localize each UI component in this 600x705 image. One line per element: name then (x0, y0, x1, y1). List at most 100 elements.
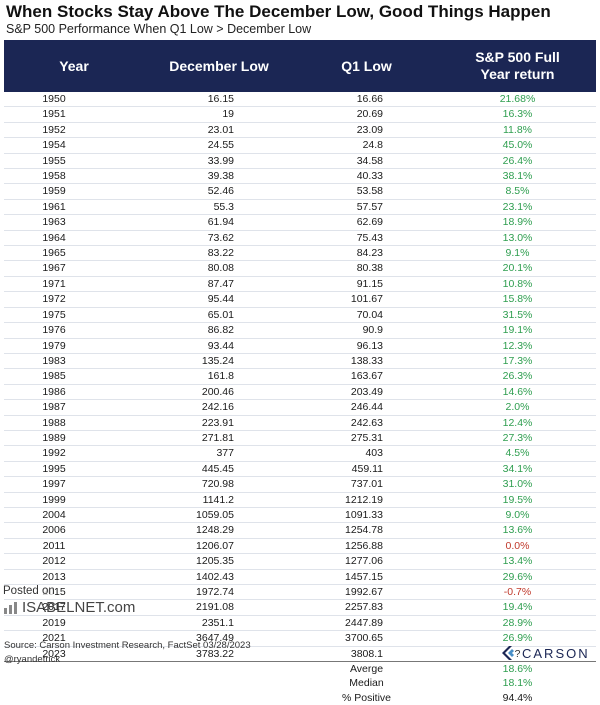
table-row: 1975 65.01 70.04 31.5% (4, 307, 596, 324)
year-cell: 2006 (4, 522, 144, 539)
table-row: 1986 200.46 203.49 14.6% (4, 384, 596, 401)
q1-low-cell: 737.01 (294, 476, 439, 493)
full-year-return-cell: 12.4% (439, 415, 596, 431)
q1-low-cell: 203.49 (294, 384, 439, 401)
summary-spacer (4, 676, 144, 690)
table-row: 1971 87.47 91.15 10.8% (4, 276, 596, 293)
year-cell: 1958 (4, 168, 144, 185)
year-cell: 2011 (4, 538, 144, 555)
full-year-return-cell: 27.3% (439, 430, 596, 447)
table-row: 2019 2351.1 2447.89 28.9% (4, 615, 596, 632)
december-low-cell: 1248.29 (144, 522, 294, 539)
year-cell: 2023 (4, 646, 144, 663)
full-year-return-cell: 26.3% (439, 368, 596, 385)
december-low-cell: 1205.35 (144, 553, 294, 570)
year-cell: 1983 (4, 353, 144, 370)
q1-low-cell: 23.09 (294, 122, 439, 139)
q1-low-cell: 403 (294, 445, 439, 462)
table-row: 2006 1248.29 1254.78 13.6% (4, 522, 596, 539)
q1-low-cell: 75.43 (294, 230, 439, 247)
full-year-return-cell: 10.8% (439, 276, 596, 293)
column-header-full-year-return: S&P 500 Full Year return (439, 40, 596, 92)
table-row: 2012 1205.35 1277.06 13.4% (4, 553, 596, 570)
q1-low-cell: 3808.1 (294, 646, 439, 663)
q1-low-cell: 1212.19 (294, 492, 439, 508)
december-low-cell: 223.91 (144, 415, 294, 431)
page-title: When Stocks Stay Above The December Low,… (6, 2, 551, 21)
q1-low-cell: 53.58 (294, 183, 439, 200)
december-low-cell: 80.08 (144, 260, 294, 277)
full-year-return-cell: 34.1% (439, 461, 596, 478)
table-row: 1950 16.15 16.66 21.68% (4, 92, 596, 108)
carson-logo: CARSON (500, 645, 590, 661)
year-cell: 1976 (4, 322, 144, 339)
year-cell: 1971 (4, 276, 144, 293)
full-year-return-cell: 18.9% (439, 214, 596, 231)
table-row: 1983 135.24 138.33 17.3% (4, 353, 596, 370)
full-year-return-cell: 45.0% (439, 137, 596, 154)
full-year-return-cell: 9.1% (439, 245, 596, 262)
full-year-return-cell: 26.9% (439, 630, 596, 647)
table-row: 2013 1402.43 1457.15 29.6% (4, 569, 596, 586)
december-low-cell: 2191.08 (144, 599, 294, 616)
year-cell: 1951 (4, 106, 144, 123)
table-row: 2021 3647.49 3700.65 26.9% (4, 630, 596, 647)
table-row: 2017 2191.08 2257.83 19.4% (4, 599, 596, 616)
year-cell: 1961 (4, 199, 144, 216)
december-low-cell: 39.38 (144, 168, 294, 185)
summary-label: % Positive (341, 691, 392, 704)
full-year-return-cell: 19.4% (439, 599, 596, 616)
summary-spacer (4, 691, 144, 705)
december-low-cell: 83.22 (144, 245, 294, 262)
full-year-return-cell: 23.1% (439, 199, 596, 216)
column-header-december-low: December Low (144, 40, 294, 92)
q1-low-cell: 1254.78 (294, 522, 439, 539)
december-low-cell: 3783.22 (144, 646, 294, 663)
full-year-return-cell: 26.4% (439, 153, 596, 170)
table-row: 1985 161.8 163.67 26.3% (4, 368, 596, 385)
q1-low-cell: 242.63 (294, 415, 439, 431)
table-row: 1963 61.94 62.69 18.9% (4, 214, 596, 231)
summary-spacer (144, 676, 294, 690)
table-row: 1954 24.55 24.8 45.0% (4, 137, 596, 154)
december-low-cell: 23.01 (144, 122, 294, 139)
year-cell: 1964 (4, 230, 144, 247)
year-cell: 1963 (4, 214, 144, 231)
december-low-cell: 1141.2 (144, 492, 294, 508)
table-row: 1955 33.99 34.58 26.4% (4, 153, 596, 170)
year-cell: 1989 (4, 430, 144, 447)
q1-low-cell: 101.67 (294, 291, 439, 308)
q1-low-cell: 1457.15 (294, 569, 439, 586)
q1-low-cell: 20.69 (294, 106, 439, 123)
table-row: 1989 271.81 275.31 27.3% (4, 430, 596, 447)
full-year-return-cell: 9.0% (439, 507, 596, 524)
q1-low-cell: 62.69 (294, 214, 439, 231)
year-cell: 1997 (4, 476, 144, 493)
full-year-return-cell: 31.5% (439, 307, 596, 324)
summary-row: % Positive 94.4% (4, 691, 596, 705)
table-row: 2004 1059.05 1091.33 9.0% (4, 507, 596, 524)
table-row: 1992 377 403 4.5% (4, 445, 596, 462)
column-header-year: Year (4, 40, 144, 92)
q1-low-cell: 90.9 (294, 322, 439, 339)
year-cell: 1959 (4, 183, 144, 200)
q1-low-cell: 246.44 (294, 399, 439, 416)
december-low-cell: 720.98 (144, 476, 294, 493)
year-cell: 2013 (4, 569, 144, 586)
source-note: Source: Carson Investment Research, Fact… (4, 640, 251, 651)
year-cell: 1999 (4, 492, 144, 508)
q1-low-cell: 34.58 (294, 153, 439, 170)
december-low-cell: 33.99 (144, 153, 294, 170)
posted-on-watermark: Posted on (3, 585, 55, 597)
table-body: 1950 16.15 16.66 21.68% 1951 19 20.69 16.3% 1952… (4, 92, 596, 663)
full-year-return-cell: 11.8% (439, 122, 596, 139)
year-cell: 1972 (4, 291, 144, 308)
full-year-return-cell: 4.5% (439, 445, 596, 462)
year-cell: 1985 (4, 368, 144, 385)
q1-low-cell: 275.31 (294, 430, 439, 447)
table-row: 1951 19 20.69 16.3% (4, 106, 596, 123)
full-year-return-cell: 13.6% (439, 522, 596, 539)
december-low-cell: 377 (144, 445, 294, 462)
full-year-return-cell: 17.3% (439, 353, 596, 370)
table-row: 1967 80.08 80.38 20.1% (4, 260, 596, 277)
